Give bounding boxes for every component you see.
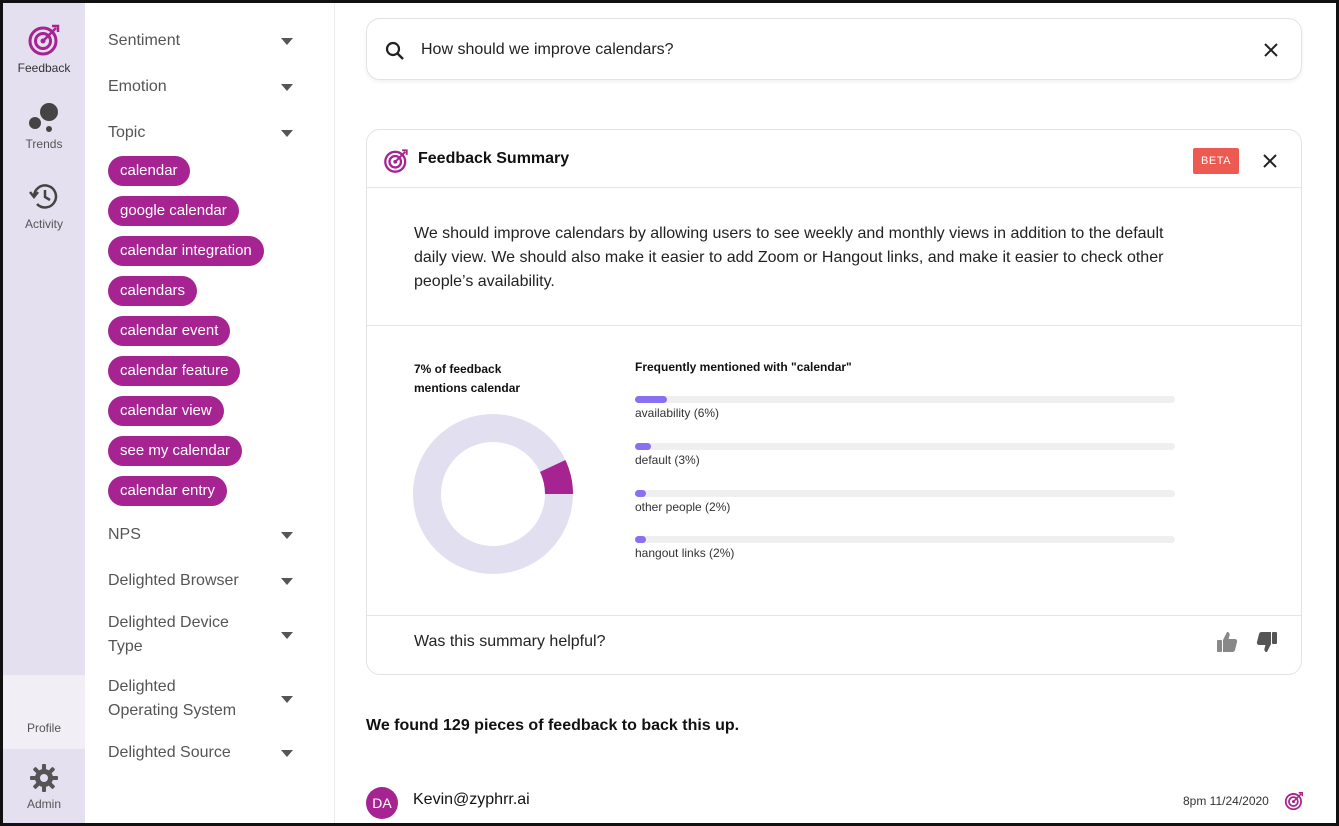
filter-browser[interactable]: Delighted Browser (108, 569, 298, 593)
bar-track (635, 443, 1175, 450)
search-icon (385, 41, 404, 60)
topic-chip[interactable]: calendar event (108, 316, 231, 346)
filter-sentiment-label: Sentiment (108, 32, 181, 49)
nav-feedback-label: Feedback (17, 61, 71, 75)
divider (367, 615, 1301, 616)
divider (367, 325, 1301, 326)
filter-browser-label: Delighted Browser (108, 572, 239, 589)
card-header: Feedback Summary BETA (367, 130, 1301, 188)
filter-device-label-line2: Type (108, 638, 143, 655)
history-icon (29, 184, 58, 209)
filter-source-label: Delighted Source (108, 744, 231, 761)
bar-hangout-links (635, 536, 646, 543)
topic-chip[interactable]: calendar entry (108, 476, 228, 506)
clear-search-icon[interactable] (1264, 43, 1278, 57)
left-rail: Feedback Trends Activity Profile (3, 3, 85, 823)
beta-badge: BETA (1193, 148, 1239, 174)
topic-chip[interactable]: calendar (108, 156, 190, 186)
filter-os-label-line1: Delighted (108, 678, 176, 695)
nav-activity-label: Activity (24, 217, 63, 231)
nav-activity[interactable]: Activity (3, 179, 85, 231)
chevron-down-icon[interactable] (281, 38, 293, 45)
feedback-date: 8pm 11/24/2020 (1183, 794, 1269, 808)
mentions-line2: mentions calendar (414, 381, 521, 395)
bar-track (635, 490, 1175, 497)
filter-os-label-line2: Operating System (108, 702, 237, 719)
nav-admin-label: Admin (26, 797, 61, 811)
filter-nps[interactable]: NPS (108, 523, 298, 547)
avatar: DA (366, 787, 398, 819)
bar-availability (635, 396, 668, 403)
nav-profile[interactable]: Profile (3, 675, 85, 749)
nav-trends-label: Trends (25, 137, 63, 151)
chevron-down-icon[interactable] (281, 578, 293, 585)
target-icon (384, 149, 408, 173)
topic-chip[interactable]: calendar integration (108, 236, 264, 266)
chevron-down-icon[interactable] (281, 696, 293, 703)
filter-device-label-line1: Delighted Device (108, 614, 229, 631)
bar-track (635, 396, 1175, 403)
frequent-title: Frequently mentioned with "calendar" (635, 360, 852, 374)
bubbles-icon (29, 103, 58, 132)
topic-chip[interactable]: calendar view (108, 396, 224, 426)
topic-chip[interactable]: calendars (108, 276, 198, 306)
bar-default (635, 443, 652, 450)
summary-text: We should improve calendars by allowing … (414, 225, 1164, 290)
filter-emotion-label: Emotion (108, 78, 167, 95)
filter-topic-label: Topic (108, 124, 146, 141)
mentions-line1: 7% of feedback (414, 362, 502, 376)
donut-track (413, 414, 573, 574)
filter-operating-system[interactable]: Delighted Operating System (108, 675, 298, 723)
filter-panel: Sentiment Emotion Topic calendar google … (85, 3, 335, 823)
nav-feedback[interactable]: Feedback (3, 23, 85, 75)
filter-nps-label: NPS (108, 526, 141, 543)
filter-sentiment[interactable]: Sentiment (108, 29, 298, 53)
topic-chip[interactable]: calendar feature (108, 356, 241, 386)
donut-slice-calendar (539, 459, 573, 495)
search-input[interactable] (421, 37, 1241, 63)
nav-admin[interactable]: Admin (3, 763, 85, 811)
feedback-author: Kevin@zyphrr.ai (413, 791, 530, 808)
results-count: We found 129 pieces of feedback to back … (366, 717, 740, 734)
chevron-down-icon[interactable] (281, 130, 293, 137)
bar-other-people (635, 490, 646, 497)
nav-trends[interactable]: Trends (3, 101, 85, 151)
bar-label: hangout links (2%) (635, 546, 735, 560)
topic-chip[interactable]: google calendar (108, 196, 239, 226)
target-icon (28, 24, 60, 56)
close-icon[interactable] (1263, 154, 1277, 168)
card-title: Feedback Summary (418, 150, 570, 167)
gear-icon (30, 764, 58, 792)
filter-device-type[interactable]: Delighted Device Type (108, 611, 298, 659)
bar-label: availability (6%) (635, 406, 720, 420)
filter-topic[interactable]: Topic (108, 121, 298, 145)
bar-label: default (3%) (635, 453, 700, 467)
mentions-stat: 7% of feedback mentions calendar (414, 360, 554, 398)
filter-emotion[interactable]: Emotion (108, 75, 298, 99)
filter-source[interactable]: Delighted Source (108, 741, 298, 765)
helpful-question: Was this summary helpful? (414, 633, 606, 650)
nav-profile-label: Profile (26, 721, 61, 735)
feedback-summary-card: Feedback Summary BETA We should improve … (366, 129, 1302, 675)
bar-track (635, 536, 1175, 543)
mentions-donut-chart (413, 414, 573, 574)
search-bar (366, 18, 1302, 80)
chevron-down-icon[interactable] (281, 84, 293, 91)
chevron-down-icon[interactable] (281, 532, 293, 539)
topic-chip[interactable]: see my calendar (108, 436, 243, 466)
thumbs-up-icon[interactable] (1215, 630, 1239, 654)
chevron-down-icon[interactable] (281, 632, 293, 639)
chevron-down-icon[interactable] (281, 750, 293, 757)
target-icon (1284, 792, 1303, 811)
bar-label: other people (2%) (635, 500, 731, 514)
thumbs-down-icon[interactable] (1255, 630, 1279, 654)
